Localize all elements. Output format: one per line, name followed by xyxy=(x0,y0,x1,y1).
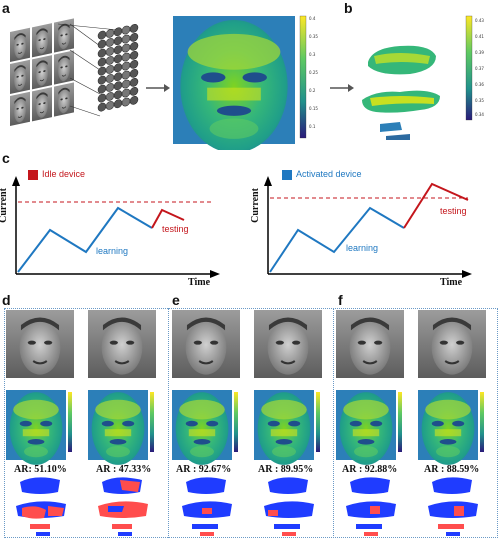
colorbar-a xyxy=(299,15,307,139)
panel-a-figure xyxy=(9,15,473,150)
colorbar-a-tick: 0.2 xyxy=(309,88,316,93)
panel-def-frame xyxy=(4,308,498,538)
heatmaps-row xyxy=(6,390,484,465)
colorbar-b xyxy=(465,15,473,121)
face-photo-stack xyxy=(9,17,75,127)
panel-def-figure xyxy=(4,308,488,536)
colorbar-b-tick: 0.37 xyxy=(475,66,484,71)
panel-label-b: b xyxy=(344,0,353,16)
face-photos-row xyxy=(4,308,488,380)
label-learning-right: learning xyxy=(346,243,379,253)
ar-f-right: AR : 88.59% xyxy=(424,464,480,475)
memristor-array xyxy=(97,24,139,113)
ar-d-right: AR : 47.33% xyxy=(96,464,152,475)
label-testing-left: testing xyxy=(162,224,189,234)
colorbar-a-tick: 0.3 xyxy=(309,52,316,57)
arrow-right-icon xyxy=(330,84,354,92)
panel-label-d: d xyxy=(2,292,11,308)
colorbar-b-tick: 0.34 xyxy=(475,112,484,117)
ar-e-left: AR : 92.67% xyxy=(176,464,232,475)
panel-label-c: c xyxy=(2,150,10,166)
panel-label-e: e xyxy=(172,292,180,308)
panel-e-frame xyxy=(168,308,334,538)
face-heatmap-a xyxy=(173,16,295,150)
ar-f-left: AR : 92.88% xyxy=(342,464,398,475)
label-testing-right: testing xyxy=(440,206,467,216)
xlabel-time-right: Time xyxy=(440,277,463,288)
legend-idle-device: Idle device xyxy=(42,169,86,179)
colorbar-b-tick: 0.35 xyxy=(475,98,484,103)
idle-device-graph xyxy=(12,170,220,278)
label-learning-left: learning xyxy=(96,246,129,256)
colorbar-a-tick: 0.4 xyxy=(309,16,316,21)
xlabel-time-left: Time xyxy=(188,277,211,288)
panel-label-a: a xyxy=(2,0,10,16)
arrow-right-icon xyxy=(146,84,170,92)
colorbar-b-tick: 0.41 xyxy=(475,34,484,39)
colorbar-a-tick: 0.1 xyxy=(309,124,316,129)
ylabel-current-right: Current xyxy=(249,188,261,223)
thresholded-map-b xyxy=(362,45,440,140)
panel-label-f: f xyxy=(338,292,343,308)
activated-device-graph xyxy=(264,170,472,278)
ylabel-current-left: Current xyxy=(0,188,9,223)
panel-c-figure xyxy=(12,170,472,278)
binary-maps-row xyxy=(16,477,478,536)
ar-d-left: AR: 51.10% xyxy=(14,464,67,475)
legend-swatch-idle xyxy=(28,170,38,180)
colorbar-a-tick: 0.35 xyxy=(309,34,318,39)
colorbar-b-tick: 0.36 xyxy=(475,82,484,87)
ar-e-right: AR : 89.95% xyxy=(258,464,314,475)
legend-swatch-activated xyxy=(282,170,292,180)
legend-activated-device: Activated device xyxy=(296,169,362,179)
colorbar-b-tick: 0.43 xyxy=(475,18,484,23)
colorbar-b-tick: 0.39 xyxy=(475,50,484,55)
colorbar-a-tick: 0.25 xyxy=(309,70,318,75)
colorbar-a-tick: 0.15 xyxy=(309,106,318,111)
